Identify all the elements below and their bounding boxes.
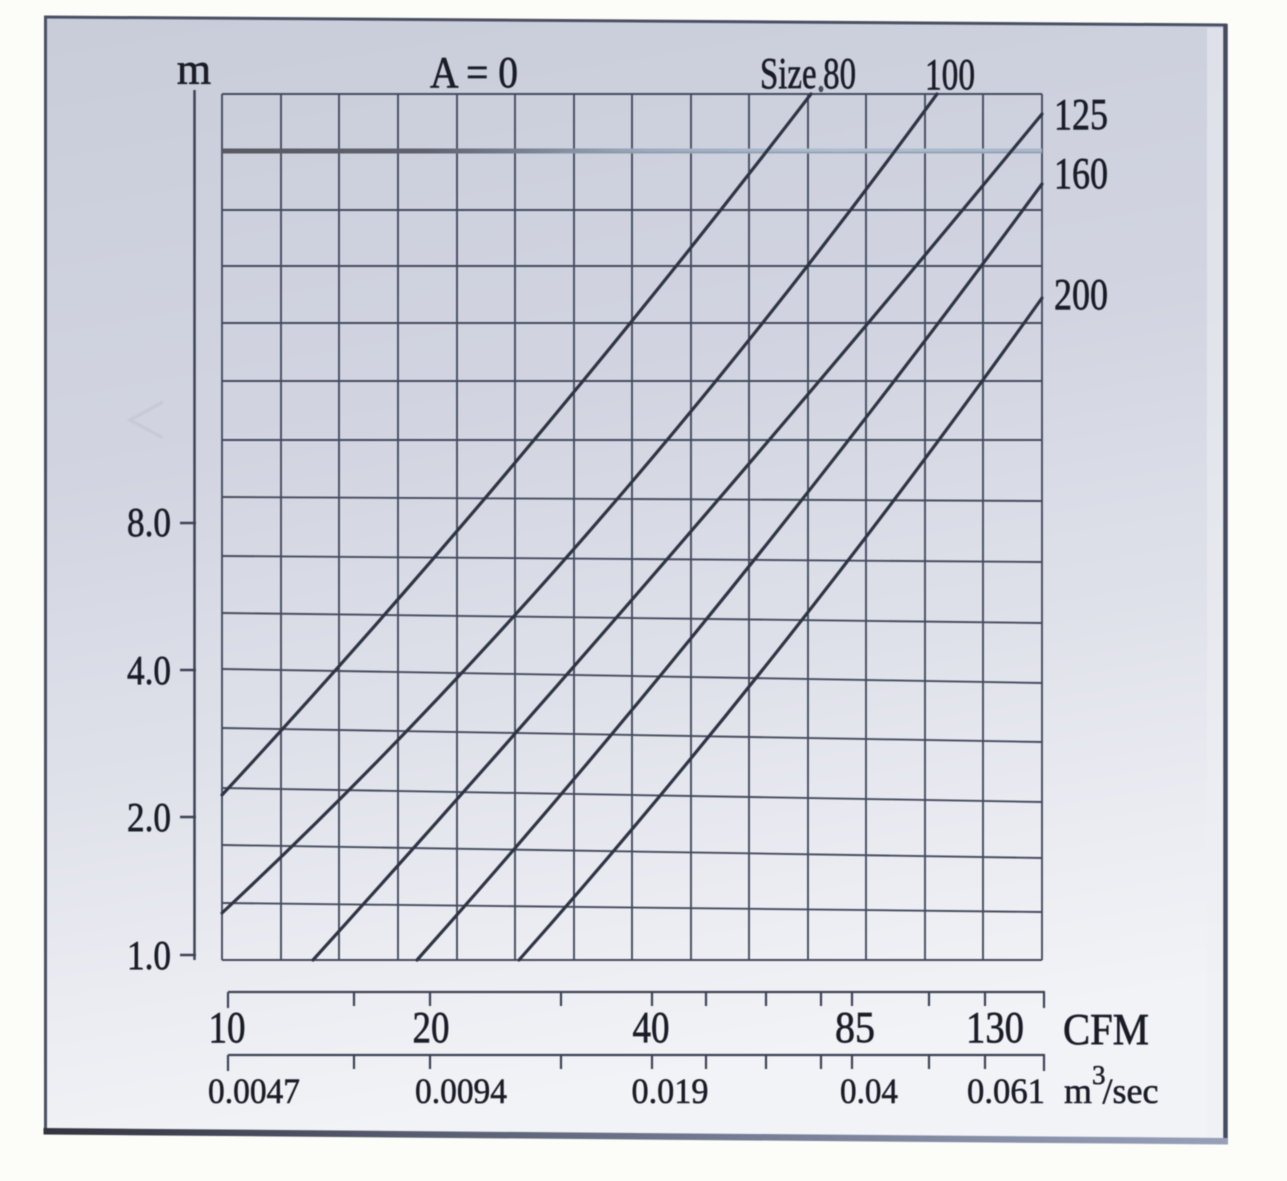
svg-text:0.0047: 0.0047 — [208, 1071, 300, 1111]
svg-text:10: 10 — [209, 1003, 246, 1052]
svg-text:A = 0: A = 0 — [430, 48, 518, 97]
svg-text:0.04: 0.04 — [840, 1071, 898, 1111]
svg-text:1.0: 1.0 — [127, 932, 171, 978]
svg-text:4.0: 4.0 — [127, 647, 171, 693]
svg-text:130: 130 — [966, 1003, 1024, 1052]
svg-text:m: m — [177, 45, 211, 94]
svg-text:0.0094: 0.0094 — [415, 1071, 507, 1111]
svg-text:0.061: 0.061 — [967, 1071, 1045, 1111]
svg-text:160: 160 — [1054, 149, 1108, 198]
svg-text:CFM: CFM — [1063, 1005, 1149, 1054]
svg-text:200: 200 — [1054, 270, 1108, 319]
svg-text:20: 20 — [413, 1003, 450, 1052]
svg-text:2.0: 2.0 — [127, 794, 171, 840]
svg-text:85: 85 — [835, 1003, 875, 1052]
svg-text:40: 40 — [633, 1003, 670, 1052]
svg-text:100: 100 — [925, 50, 975, 99]
svg-text:0.019: 0.019 — [632, 1071, 709, 1111]
svg-text:8.0: 8.0 — [127, 499, 171, 545]
svg-text:125: 125 — [1054, 90, 1108, 139]
svg-text:Size 80: Size 80 — [760, 49, 856, 98]
